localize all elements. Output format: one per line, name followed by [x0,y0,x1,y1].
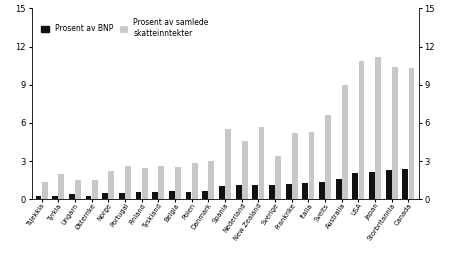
Bar [142,168,148,199]
Bar [86,196,91,199]
Bar [36,196,41,199]
Bar [69,194,75,199]
Bar [52,196,58,199]
Bar [352,173,358,199]
Bar [108,171,114,199]
Bar [302,183,308,199]
Bar [102,193,108,199]
Bar [259,127,264,199]
Bar [336,179,342,199]
Bar [186,192,191,199]
Bar [359,61,365,199]
Bar [169,191,175,199]
Bar [92,180,98,199]
Bar [375,57,381,199]
Bar [125,166,131,199]
Bar [275,156,281,199]
Bar [236,185,242,199]
Bar [152,192,158,199]
Bar [325,115,331,199]
Bar [75,180,81,199]
Bar [202,191,208,199]
Legend: Prosent av BNP, Prosent av samlede
skatteinntekter: Prosent av BNP, Prosent av samlede skatt… [39,16,211,40]
Bar [309,132,315,199]
Bar [269,185,275,199]
Bar [225,129,231,199]
Bar [242,142,248,199]
Bar [286,183,292,199]
Bar [386,170,392,199]
Bar [119,193,125,199]
Bar [42,182,48,199]
Bar [219,186,225,199]
Bar [409,68,414,199]
Bar [58,174,64,199]
Bar [319,182,325,199]
Bar [392,67,398,199]
Bar [192,163,198,199]
Bar [208,161,214,199]
Bar [175,167,181,199]
Bar [369,172,375,199]
Bar [252,185,258,199]
Bar [402,170,408,199]
Bar [342,85,348,199]
Bar [158,166,164,199]
Bar [135,192,141,199]
Bar [292,133,298,199]
